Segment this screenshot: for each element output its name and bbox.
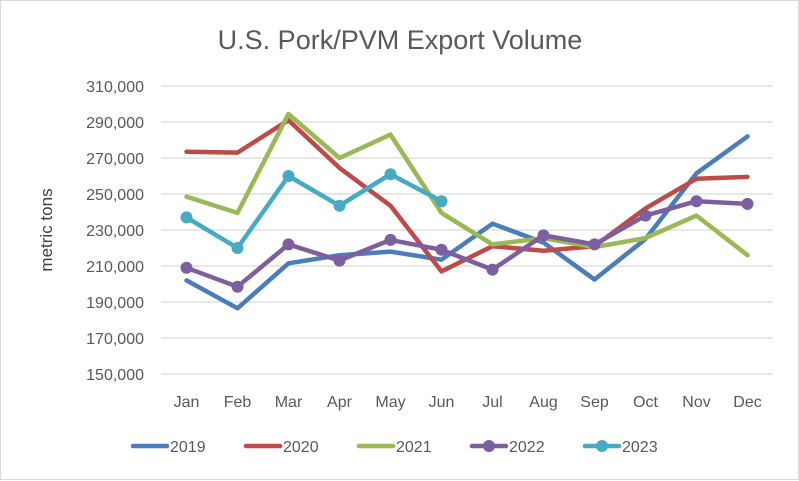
x-tick-label: Feb bbox=[224, 394, 252, 411]
x-tick-labels: Jan Feb Mar Apr May Jun Jul Aug Sep Oct Nov Dec bbox=[174, 394, 762, 411]
data-point-2023 bbox=[333, 199, 346, 212]
y-tick-label: 250,000 bbox=[86, 187, 144, 204]
data-point-2022 bbox=[231, 280, 244, 293]
legend-label: 2019 bbox=[170, 439, 206, 456]
x-tick-label: Dec bbox=[733, 394, 761, 411]
y-tick-labels: 150,000 170,000 190,000 210,000 230,000 250,0… bbox=[86, 79, 144, 384]
x-tick-label: Jun bbox=[429, 394, 455, 411]
data-point-2022 bbox=[282, 238, 295, 251]
series-2021 bbox=[184, 111, 750, 258]
series-2022 bbox=[180, 195, 754, 293]
y-tick-label: 230,000 bbox=[86, 223, 144, 240]
x-tick-label: Oct bbox=[633, 394, 658, 411]
data-point-2023 bbox=[435, 195, 448, 208]
legend-item-2022: 2022 bbox=[469, 439, 545, 456]
series-line-2023 bbox=[184, 171, 444, 251]
data-point-2022 bbox=[588, 238, 601, 251]
legend-marker bbox=[483, 440, 495, 452]
data-point-2022 bbox=[639, 209, 652, 222]
series-line-2020 bbox=[184, 117, 750, 274]
legend: 2019 2020 2021 2022 2023 bbox=[130, 439, 658, 456]
data-point-2022 bbox=[690, 195, 703, 208]
x-tick-label: May bbox=[375, 394, 405, 411]
data-point-2022 bbox=[384, 233, 397, 246]
legend-label: 2023 bbox=[622, 439, 658, 456]
x-tick-label: Sep bbox=[580, 394, 609, 411]
data-point-2022 bbox=[537, 229, 550, 242]
legend-label: 2022 bbox=[509, 439, 545, 456]
data-point-2022 bbox=[435, 243, 448, 256]
y-tick-label: 170,000 bbox=[86, 331, 144, 348]
legend-marker bbox=[596, 440, 608, 452]
data-point-2023 bbox=[180, 211, 193, 224]
y-axis-label: metric tons bbox=[37, 188, 56, 271]
legend-item-2019: 2019 bbox=[130, 439, 206, 456]
legend-item-2021: 2021 bbox=[356, 439, 432, 456]
y-tick-label: 310,000 bbox=[86, 79, 144, 96]
legend-label: 2021 bbox=[396, 439, 432, 456]
data-point-2022 bbox=[180, 261, 193, 274]
data-point-2023 bbox=[384, 168, 397, 181]
legend-item-2020: 2020 bbox=[243, 439, 319, 456]
series-line-2019 bbox=[184, 134, 750, 311]
y-tick-label: 270,000 bbox=[86, 151, 144, 168]
x-tick-label: Mar bbox=[275, 394, 303, 411]
x-tick-label: Jan bbox=[174, 394, 200, 411]
legend-label: 2020 bbox=[283, 439, 319, 456]
legend-item-2023: 2023 bbox=[582, 439, 658, 456]
data-point-2022 bbox=[741, 197, 754, 210]
x-tick-label: Aug bbox=[529, 394, 557, 411]
y-tick-label: 210,000 bbox=[86, 259, 144, 276]
series-2020 bbox=[184, 117, 750, 274]
x-tick-label: Nov bbox=[682, 394, 710, 411]
series-2019 bbox=[184, 134, 750, 311]
series-line-2022 bbox=[184, 198, 750, 289]
y-tick-label: 190,000 bbox=[86, 295, 144, 312]
y-tick-label: 150,000 bbox=[86, 367, 144, 384]
data-point-2023 bbox=[282, 170, 295, 182]
x-tick-label: Apr bbox=[327, 394, 353, 411]
series-line-2021 bbox=[184, 111, 750, 258]
y-tick-label: 290,000 bbox=[86, 115, 144, 132]
x-tick-label: Jul bbox=[482, 394, 502, 411]
series-2023 bbox=[180, 168, 448, 254]
data-point-2023 bbox=[231, 242, 244, 254]
chart-title: U.S. Pork/PVM Export Volume bbox=[218, 25, 583, 55]
data-point-2022 bbox=[333, 254, 346, 267]
series-lines bbox=[180, 111, 754, 311]
data-point-2022 bbox=[486, 263, 499, 276]
